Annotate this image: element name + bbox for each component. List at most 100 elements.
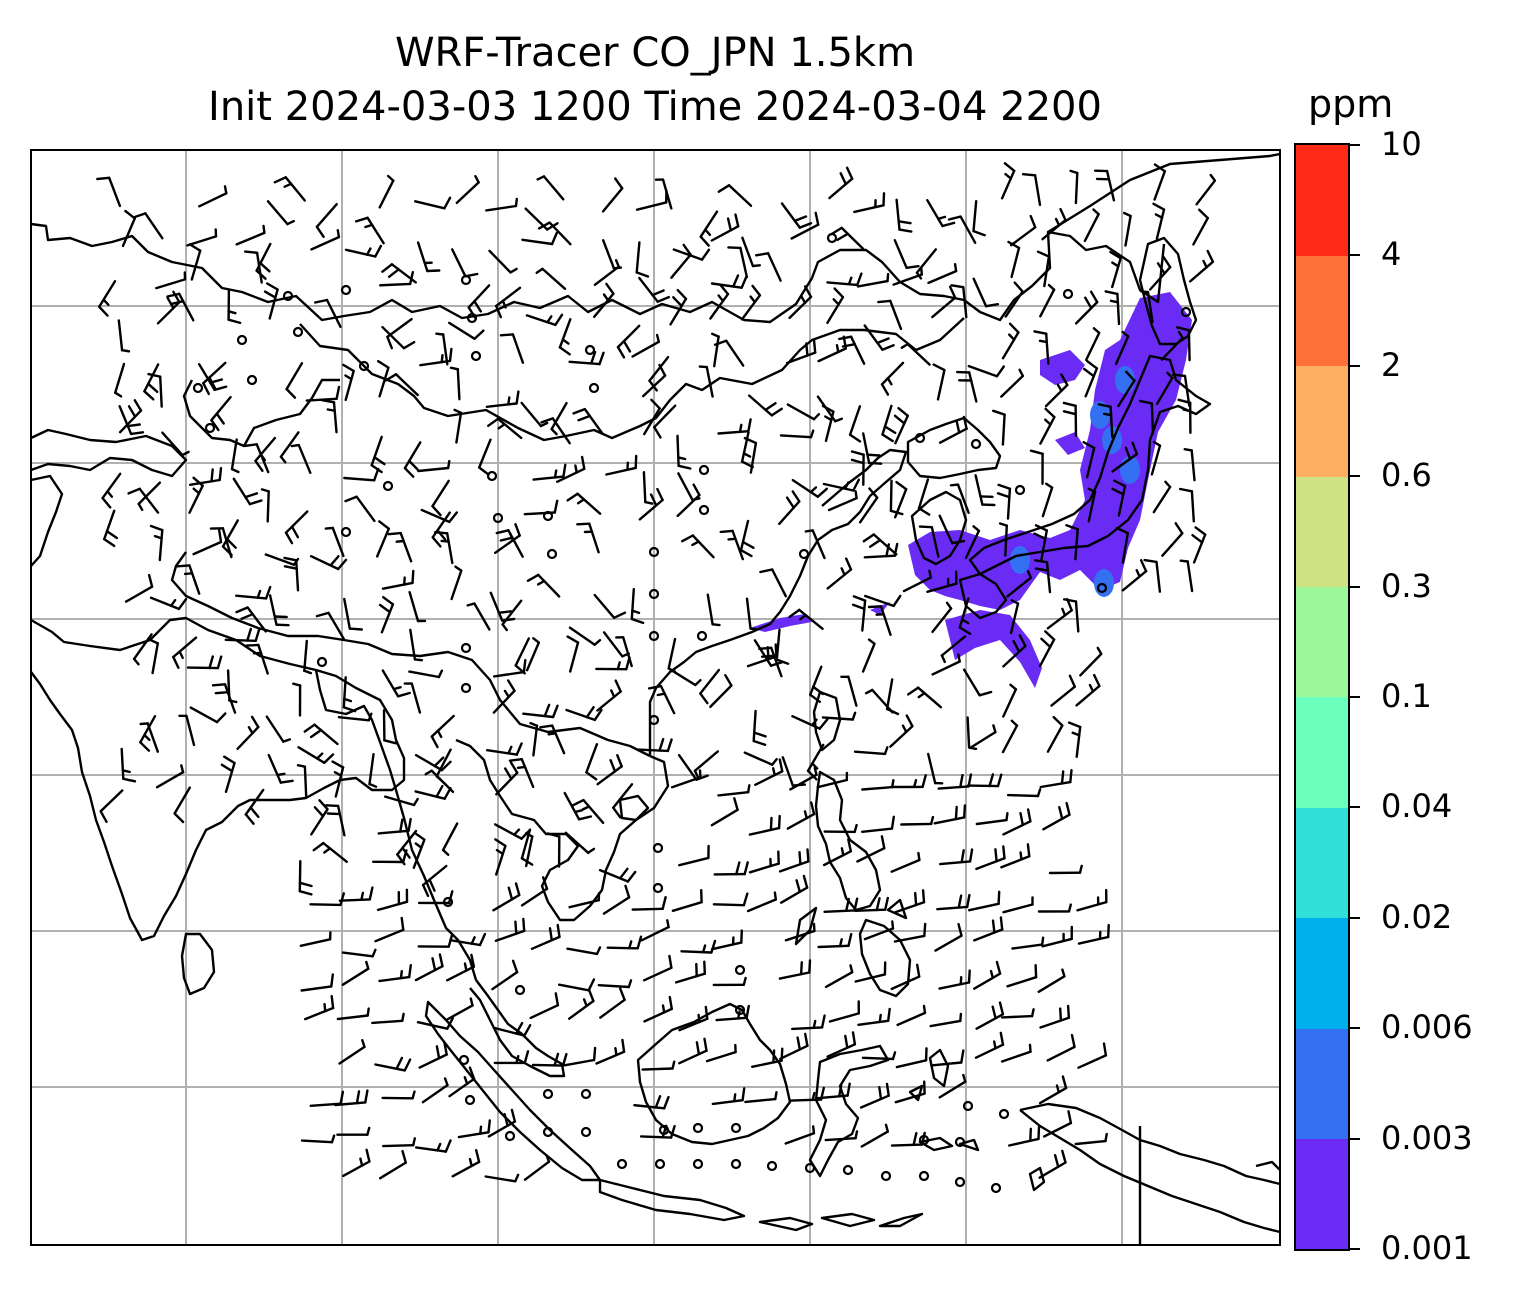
wind-barb <box>1192 208 1210 246</box>
wind-barb <box>189 706 227 724</box>
wind-barb <box>826 1031 857 1058</box>
wind-barb <box>958 597 972 635</box>
wind-barb <box>1037 968 1066 993</box>
calm-wind-marker <box>990 1182 1002 1194</box>
wind-barb <box>940 635 967 664</box>
wind-barb <box>860 1123 889 1148</box>
wind-barb <box>303 639 313 675</box>
wind-barb <box>315 611 345 640</box>
wind-barb <box>381 569 415 590</box>
wind-barb <box>635 241 650 278</box>
wind-barb <box>539 724 566 755</box>
wind-barb <box>972 199 986 237</box>
wind-barb <box>602 884 631 915</box>
wind-barb <box>711 332 720 368</box>
wind-barb <box>616 324 641 359</box>
wind-barb <box>493 1050 530 1065</box>
wind-barb <box>1033 524 1049 562</box>
calm-wind-marker <box>798 548 810 560</box>
plume-core <box>1115 366 1135 394</box>
wind-barb <box>396 829 418 866</box>
calm-wind-marker <box>880 1170 892 1182</box>
wind-barb <box>863 324 895 351</box>
coastline-segment <box>808 1044 890 1178</box>
wind-barb <box>956 370 978 403</box>
wind-barb <box>824 1130 859 1142</box>
wind-barb <box>230 438 240 474</box>
wind-barb <box>209 527 233 559</box>
calm-wind-marker <box>954 1176 966 1188</box>
wind-barb <box>312 841 348 863</box>
wind-barb <box>235 606 267 633</box>
plume-patch <box>1040 350 1085 385</box>
wind-barb <box>558 978 596 992</box>
wind-barb <box>382 1137 416 1148</box>
wind-barb <box>1008 1125 1041 1147</box>
calm-wind-marker <box>648 714 660 726</box>
wind-barb <box>564 831 596 854</box>
wind-barb <box>147 372 163 408</box>
colorbar-tick-mark <box>1350 254 1360 257</box>
wind-barb <box>1083 208 1100 243</box>
wind-barb <box>451 248 479 278</box>
wind-barb <box>1065 524 1079 561</box>
wind-barb <box>565 706 603 722</box>
calm-wind-marker <box>492 512 504 524</box>
wind-barb <box>572 407 604 435</box>
wind-barb <box>809 665 825 703</box>
wind-barb <box>974 1031 1005 1059</box>
coastline-segment <box>908 1048 950 1102</box>
colorbar-segment <box>1296 917 1348 1029</box>
wind-barb <box>336 1007 370 1021</box>
wind-barb <box>267 753 294 784</box>
wind-barb <box>1177 398 1192 434</box>
wind-barb <box>132 633 153 666</box>
wind-barb <box>641 1060 676 1071</box>
wind-barb <box>1111 441 1139 473</box>
wind-barb <box>445 997 474 1022</box>
wind-barb <box>337 712 373 722</box>
colorbar-tick-mark <box>1350 475 1360 478</box>
colorbar-tick-label: 0.6 <box>1381 456 1432 495</box>
wind-barb <box>1033 559 1052 594</box>
wind-barb <box>712 976 747 987</box>
wind-barb <box>1000 368 1025 398</box>
wind-barb <box>1038 1149 1067 1179</box>
wind-barb <box>299 931 332 947</box>
wind-barb <box>926 198 956 228</box>
wind-barb <box>1042 801 1071 831</box>
wind-barb <box>414 784 452 800</box>
wind-barb <box>414 1139 452 1153</box>
wind-barb <box>975 1001 1005 1030</box>
wind-barb <box>378 174 395 209</box>
wind-barb <box>371 1012 405 1025</box>
wind-barb <box>494 917 526 942</box>
wind-barb <box>759 568 787 598</box>
wind-barb <box>448 321 485 340</box>
wind-barb <box>1075 673 1101 707</box>
plume-core <box>1090 401 1110 429</box>
calm-wind-marker <box>654 1158 666 1170</box>
wind-barb <box>681 534 715 559</box>
wind-barb <box>877 299 903 331</box>
wind-barb <box>101 472 122 509</box>
wind-barb <box>166 292 195 322</box>
wind-barb <box>851 595 867 632</box>
wind-barb <box>377 360 390 398</box>
wind-barb <box>677 754 709 781</box>
wind-barb <box>342 1148 371 1178</box>
wind-barb <box>1001 322 1020 360</box>
wind-barb <box>1139 290 1154 323</box>
wind-barb <box>895 198 913 233</box>
wind-barb <box>1076 888 1108 912</box>
wind-barb <box>667 637 677 673</box>
wind-barb <box>486 742 523 756</box>
wind-barb <box>1004 281 1024 318</box>
wind-barb <box>309 555 348 571</box>
wind-barb <box>414 953 444 982</box>
wind-barb <box>593 282 615 318</box>
wind-barb <box>450 565 463 601</box>
calm-wind-marker <box>648 588 660 600</box>
wind-barb <box>1041 207 1067 241</box>
wind-barb <box>854 896 889 912</box>
